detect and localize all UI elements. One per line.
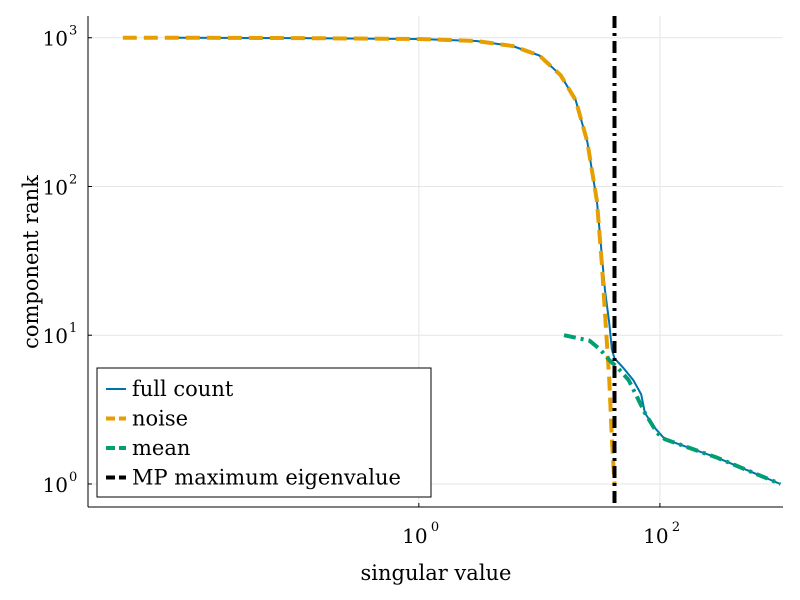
- y-tick-exponent: 2: [69, 172, 77, 187]
- y-tick-exponent: 3: [69, 24, 77, 39]
- x-tick-exponent: 2: [672, 520, 680, 535]
- x-tick-exponent: 0: [431, 520, 439, 535]
- axes: [87, 16, 783, 508]
- y-tick-label: 10: [43, 324, 68, 348]
- x-tick-label: 10: [643, 524, 668, 548]
- series-mean-line: [563, 333, 782, 486]
- legend-full-count-label: full count: [132, 377, 234, 401]
- y-tick-exponent: 0: [69, 470, 77, 485]
- y-tick-label: 10: [43, 473, 68, 497]
- series-layer: [122, 16, 782, 507]
- y-tick-exponent: 1: [69, 321, 77, 336]
- x-tick-label: 10: [402, 524, 427, 548]
- y-axis-label: component rank: [19, 175, 43, 349]
- y-tick-label: 10: [43, 27, 68, 51]
- legend-noise-label: noise: [132, 407, 188, 431]
- legend: full count noise mean MP maximum eigenvalue: [96, 367, 432, 498]
- ticks: 10 0 10 210 010 110 210 3: [43, 24, 681, 548]
- legend-box: [96, 367, 432, 498]
- legend-mp-maximum-eigenvalue-label: MP maximum eigenvalue: [132, 466, 401, 490]
- y-tick-label: 10: [43, 175, 68, 199]
- legend-mean-label: mean: [132, 436, 190, 460]
- x-axis-label: singular value: [361, 561, 512, 585]
